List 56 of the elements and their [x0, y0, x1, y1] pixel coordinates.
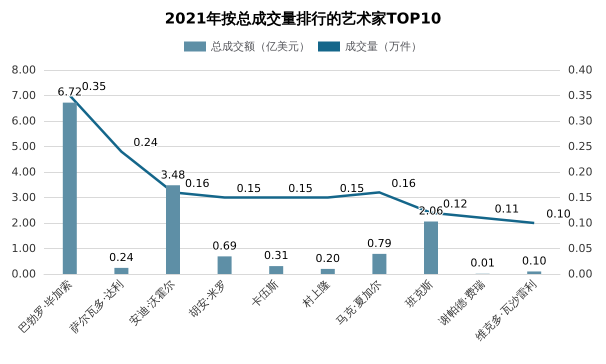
data-label: 0.10 — [522, 254, 546, 268]
y2-tick-label: 0.35 — [568, 89, 592, 102]
data-label: 6.72 — [58, 86, 82, 99]
data-label: 0.20 — [316, 252, 340, 265]
y-tick-label: 2.00 — [12, 216, 36, 230]
data-label: 0.69 — [212, 239, 237, 252]
data-label: 0.01 — [470, 256, 495, 270]
x-tick-label: 胡安·米罗 — [186, 277, 230, 320]
data-label: 0.16 — [185, 176, 210, 190]
y-tick-label: 1.00 — [12, 242, 36, 255]
data-label: 0.12 — [443, 197, 468, 210]
y-tick-label: 4.00 — [12, 166, 36, 178]
bar — [218, 256, 232, 274]
bar — [269, 266, 284, 274]
legend-label: 总成交额（亿美元） — [210, 40, 310, 53]
y-tick-label: 6.00 — [12, 114, 36, 128]
y2-tick-label: 0.15 — [568, 191, 592, 204]
y-tick-label: 0.00 — [12, 268, 36, 280]
bar — [424, 221, 438, 274]
data-label: 0.15 — [236, 182, 262, 195]
chart-title: 2021年按总成交量排行的艺术家TOP10 — [164, 10, 442, 28]
y2-tick-label: 0.20 — [568, 166, 592, 178]
y2-tick-label: 0.40 — [568, 64, 592, 76]
data-label: 0.31 — [264, 249, 288, 262]
y-tick-label: 3.00 — [12, 191, 36, 204]
y2-tick-label: 0.10 — [568, 216, 592, 230]
data-label: 0.79 — [367, 236, 392, 250]
data-label: 0.24 — [109, 250, 134, 264]
data-label: 0.15 — [288, 182, 313, 195]
bar — [320, 268, 335, 274]
x-tick-label: 安迪·沃霍尔 — [127, 277, 178, 328]
data-label: 0.35 — [82, 80, 106, 93]
bar — [166, 185, 180, 274]
x-tick-label: 卡伍斯 — [248, 277, 281, 310]
bar — [62, 102, 77, 274]
x-tick-label: 班克斯 — [403, 277, 436, 310]
bar — [527, 271, 542, 274]
data-label: 3.48 — [160, 168, 186, 182]
y2-tick-label: 0.25 — [568, 140, 592, 153]
data-label: 0.10 — [546, 208, 571, 220]
data-label: 0.11 — [494, 202, 520, 216]
y2-tick-label: 0.05 — [568, 242, 592, 255]
x-tick-label: 马克·夏加尔 — [333, 277, 384, 328]
y2-tick-label: 0.00 — [568, 268, 592, 280]
legend-label: 成交量（万件） — [345, 40, 422, 53]
y-tick-label: 8.00 — [12, 64, 36, 76]
y-tick-label: 7.00 — [12, 89, 36, 102]
bar — [114, 268, 128, 274]
line-series — [68, 94, 536, 224]
bar — [372, 254, 386, 274]
data-label: 0.16 — [391, 176, 416, 190]
x-tick-label: 村上隆 — [299, 277, 332, 311]
y2-tick-label: 0.30 — [568, 114, 592, 128]
data-label: 0.24 — [133, 136, 158, 150]
data-label: 0.15 — [340, 182, 364, 195]
y-tick-label: 5.00 — [12, 140, 36, 153]
